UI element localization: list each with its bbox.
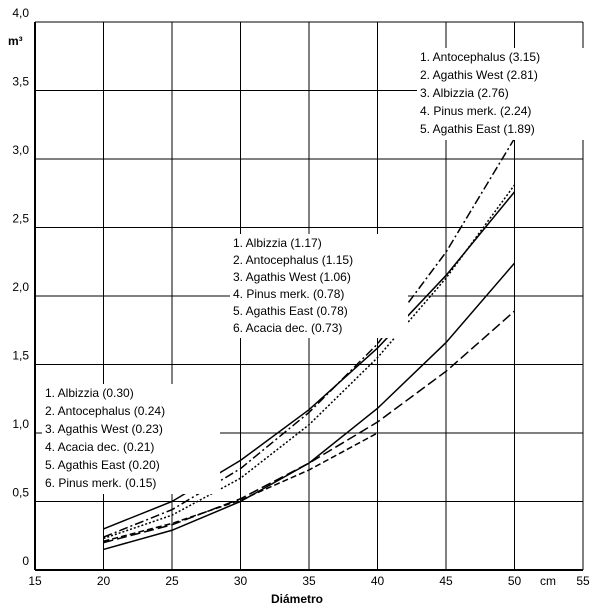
x-tick-label: 30 <box>234 574 248 588</box>
series-line <box>103 262 516 551</box>
annotation: 2. Antocephalus (0.24) <box>45 404 165 418</box>
y-tick-label: 3,5 <box>12 75 29 89</box>
annotation: 5. Agathis East (1.89) <box>420 122 535 136</box>
annotation: 3. Albizzia (2.76) <box>420 86 509 100</box>
x-tick-label: 55 <box>576 574 590 588</box>
x-tick-label: 35 <box>302 574 316 588</box>
annotation: 2. Antocephalus (1.15) <box>233 253 353 267</box>
series-line <box>103 191 516 530</box>
series-line <box>103 432 378 542</box>
y-tick-label: 0 <box>22 554 29 568</box>
annotation: 3. Agathis West (0.23) <box>45 422 163 436</box>
y-tick-label: 4,0 <box>12 6 29 20</box>
annotation: 2. Agathis West (2.81) <box>420 68 538 82</box>
annotation: 3. Agathis West (1.06) <box>233 270 351 284</box>
y-tick-label: 2,0 <box>12 280 29 294</box>
y-unit-label: m³ <box>8 34 23 48</box>
x-tick-label: 25 <box>165 574 179 588</box>
annotation-bg <box>417 48 595 140</box>
x-axis-label: Diámetro <box>271 592 323 606</box>
y-tick-label: 0,5 <box>12 486 29 500</box>
annotation: 4. Pinus merk. (2.24) <box>420 104 531 118</box>
x-tick-label: 20 <box>97 574 111 588</box>
annotation: 5. Agathis East (0.78) <box>233 304 348 318</box>
annotation: 4. Pinus merk. (0.78) <box>233 287 344 301</box>
x-tick-label: 15 <box>28 574 42 588</box>
annotation: 6. Pinus merk. (0.15) <box>45 476 156 490</box>
annotation: 1. Albizzia (1.17) <box>233 236 322 250</box>
annotation: 6. Acacia dec. (0.73) <box>233 321 342 335</box>
series-line <box>103 138 516 538</box>
x-tick-label: 45 <box>439 574 453 588</box>
annotation: 4. Acacia dec. (0.21) <box>45 440 154 454</box>
annotation: 5. Agathis East (0.20) <box>45 458 160 472</box>
annotation-bg <box>230 234 408 338</box>
series-line <box>103 310 515 544</box>
annotation-bg <box>42 384 220 494</box>
x-tick-label: 40 <box>371 574 385 588</box>
annotation: 1. Antocephalus (3.15) <box>420 50 540 64</box>
y-tick-label: 1,5 <box>12 349 29 363</box>
x-tick-label: 50 <box>508 574 522 588</box>
annotation: 1. Albizzia (0.30) <box>45 386 134 400</box>
series-line <box>103 184 516 540</box>
y-tick-label: 3,0 <box>12 143 29 157</box>
x-unit-label: cm <box>540 574 556 588</box>
y-tick-label: 2,5 <box>12 212 29 226</box>
y-tick-label: 1,0 <box>12 417 29 431</box>
